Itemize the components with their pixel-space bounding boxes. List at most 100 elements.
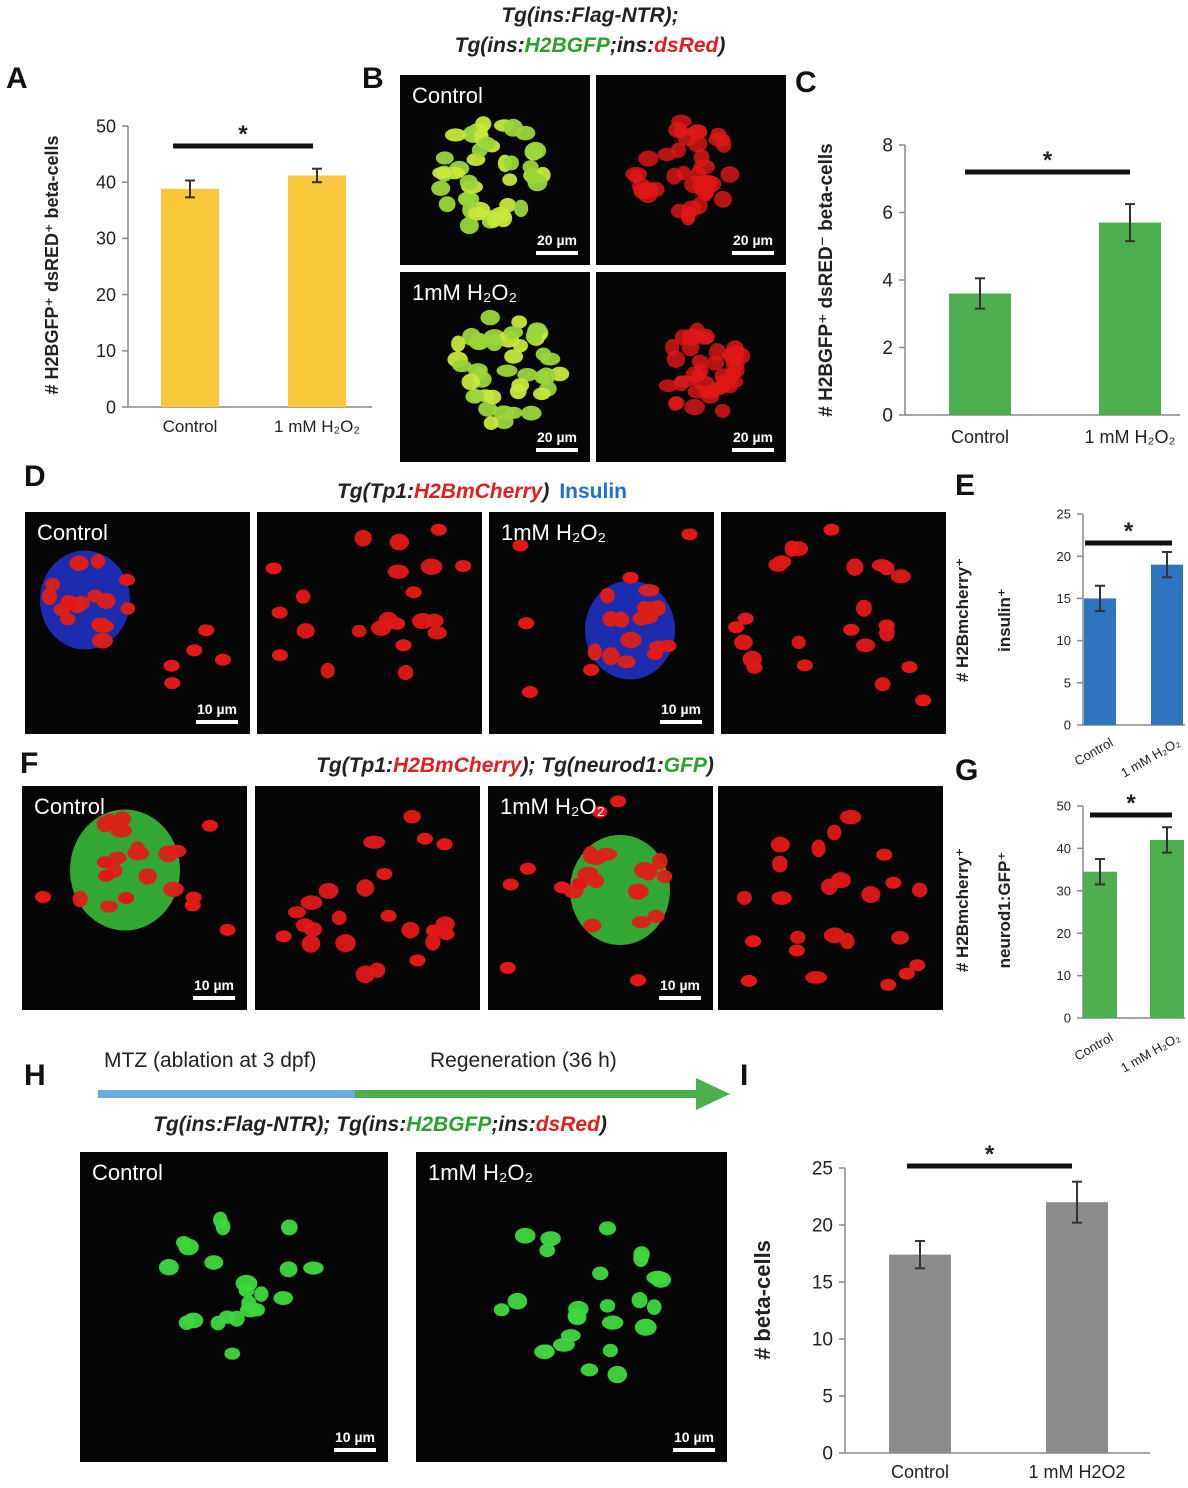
cell bbox=[178, 1315, 195, 1330]
image-label: Control bbox=[412, 83, 483, 108]
cell bbox=[478, 136, 496, 150]
cell bbox=[855, 638, 876, 653]
cell bbox=[796, 659, 813, 672]
cell bbox=[687, 135, 708, 153]
cell bbox=[539, 1243, 556, 1258]
cell bbox=[901, 661, 918, 674]
panel-letter: G bbox=[955, 754, 978, 787]
cell bbox=[403, 809, 421, 824]
scale-bar-label: 10 µm bbox=[661, 701, 701, 717]
micrograph-background bbox=[596, 272, 786, 462]
cell bbox=[790, 930, 806, 944]
cell bbox=[98, 869, 115, 882]
panel-letter: B bbox=[362, 62, 384, 95]
micrograph: 1mM H₂O₂ 10 µm bbox=[488, 786, 713, 1010]
cell bbox=[279, 1261, 298, 1278]
cell bbox=[649, 600, 666, 616]
cell bbox=[518, 617, 535, 630]
y-tick-label: 0 bbox=[1064, 718, 1071, 733]
cell bbox=[768, 557, 788, 572]
cell bbox=[660, 639, 677, 652]
x-tick-label: Control bbox=[951, 427, 1009, 447]
micrograph: 20 µm bbox=[596, 272, 786, 462]
cell bbox=[92, 620, 115, 633]
cell bbox=[598, 1221, 617, 1236]
cell bbox=[444, 128, 467, 142]
panel-letter: F bbox=[20, 747, 38, 780]
cell bbox=[320, 662, 335, 679]
cell bbox=[427, 626, 447, 640]
cell bbox=[633, 1246, 650, 1263]
cell bbox=[120, 602, 136, 615]
cell bbox=[871, 558, 892, 572]
cell bbox=[271, 649, 288, 662]
cell bbox=[673, 125, 689, 138]
cell bbox=[389, 533, 410, 551]
cell bbox=[287, 906, 306, 919]
header-b-line1: Tg(ins:Flag-NTR); bbox=[501, 4, 678, 27]
y-tick-label: 0 bbox=[882, 406, 893, 427]
scale-bar-label: 10 µm bbox=[197, 701, 237, 717]
cell bbox=[90, 554, 106, 569]
cell bbox=[356, 879, 375, 897]
cell bbox=[72, 890, 88, 908]
cell bbox=[401, 921, 420, 939]
header-f: Tg(Tp1:H2BmCherry); Tg(neurod1:GFP) bbox=[316, 754, 714, 777]
y-tick-label: 20 bbox=[812, 1216, 833, 1237]
cell bbox=[224, 1347, 241, 1360]
bar bbox=[288, 175, 346, 407]
cell bbox=[273, 1291, 294, 1306]
cell bbox=[736, 890, 752, 905]
micrograph-background bbox=[721, 512, 946, 734]
cell bbox=[461, 373, 481, 391]
cell bbox=[295, 589, 311, 604]
scale-bar-label: 10 µm bbox=[674, 1429, 714, 1445]
scale-bar-label: 20 µm bbox=[733, 232, 773, 248]
cell bbox=[380, 909, 397, 922]
cell bbox=[805, 971, 828, 984]
cell bbox=[331, 910, 347, 926]
y-tick-label: 20 bbox=[96, 285, 116, 305]
cell bbox=[876, 848, 893, 861]
cell bbox=[823, 523, 840, 536]
cell bbox=[710, 127, 727, 141]
micrograph: 1mM H₂O₂ 10 µm bbox=[416, 1152, 727, 1462]
cell bbox=[484, 389, 502, 405]
cell bbox=[219, 1310, 236, 1324]
cell bbox=[700, 389, 720, 404]
cell bbox=[521, 405, 542, 421]
cell bbox=[376, 867, 393, 880]
cell bbox=[502, 878, 519, 891]
cell bbox=[891, 930, 909, 945]
timeline-label: MTZ (ablation at 3 dpf) bbox=[104, 1049, 316, 1072]
cell bbox=[493, 1303, 510, 1317]
cell bbox=[656, 869, 673, 884]
cell bbox=[553, 1337, 575, 1352]
x-tick-label: 1 mM H₂O₂ bbox=[1085, 427, 1176, 447]
cell bbox=[387, 564, 409, 579]
cell bbox=[467, 206, 488, 221]
cell bbox=[734, 634, 753, 651]
cell bbox=[214, 653, 231, 666]
panel-letter: A bbox=[6, 62, 28, 95]
y-axis-label: # H2Bmcherry⁺ bbox=[953, 848, 972, 972]
cell bbox=[249, 1303, 265, 1317]
cell bbox=[720, 166, 740, 183]
cell bbox=[898, 967, 915, 980]
cell bbox=[554, 881, 571, 894]
cell bbox=[459, 216, 479, 235]
cell bbox=[668, 396, 683, 411]
y-tick-label: 6 bbox=[882, 203, 893, 224]
image-label: Control bbox=[37, 520, 108, 545]
y-tick-label: 2 bbox=[882, 338, 893, 359]
cell bbox=[486, 334, 503, 352]
cell bbox=[114, 811, 132, 827]
cell bbox=[878, 619, 895, 632]
cell bbox=[890, 569, 911, 584]
cell bbox=[436, 838, 453, 851]
cell bbox=[41, 587, 57, 606]
cell bbox=[772, 855, 788, 873]
micrograph-background bbox=[400, 75, 590, 265]
bar bbox=[1150, 839, 1184, 1018]
bar bbox=[1046, 1202, 1108, 1453]
